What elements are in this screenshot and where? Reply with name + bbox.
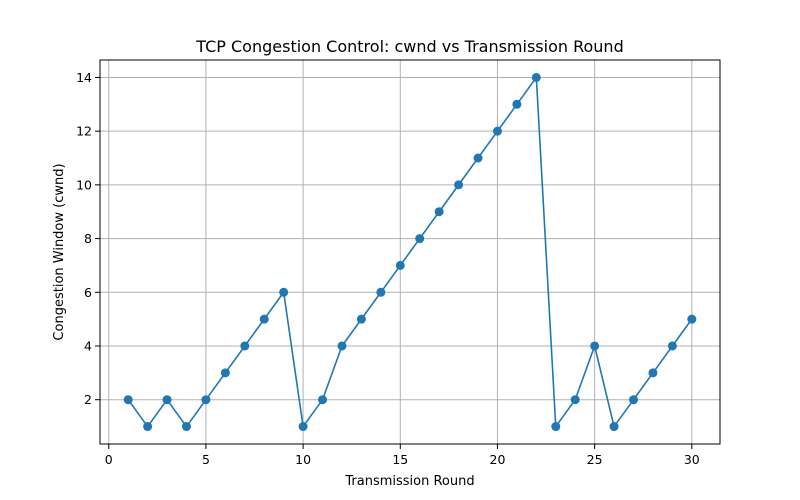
data-point [590,341,600,351]
x-tick-label: 20 [490,452,506,467]
data-point [162,395,172,405]
data-point [434,207,444,217]
y-axis-ticks: 2 4 6 8 10 12 14 [76,70,100,407]
data-point [220,368,230,378]
data-point [531,72,541,82]
x-tick-label: 30 [684,452,700,467]
series-cwnd [123,72,697,432]
data-point [570,395,580,405]
y-tick-label: 14 [76,70,92,85]
x-tick-label: 0 [105,452,113,467]
plot-frame [99,59,721,445]
chart-title: TCP Congestion Control: cwnd vs Transmis… [195,37,623,56]
data-point [629,395,639,405]
data-point [512,99,522,109]
y-tick-label: 12 [76,124,92,139]
data-point [298,422,308,432]
data-point [454,180,464,190]
x-axis-label: Transmission Round [344,474,474,489]
x-axis-ticks: 0 5 10 15 20 25 30 [105,444,700,467]
data-point [259,314,269,324]
data-point [376,287,386,297]
data-point [181,422,191,432]
y-tick-label: 8 [84,231,92,246]
data-point [415,234,425,244]
data-point [609,422,619,432]
data-point [687,314,697,324]
data-point [318,395,328,405]
data-point [667,341,677,351]
data-point [240,341,250,351]
data-point [551,422,561,432]
y-tick-label: 2 [84,392,92,407]
data-point [279,287,289,297]
y-axis-label: Congestion Window (cwnd) [52,163,67,340]
data-point [473,153,483,163]
x-tick-label: 15 [392,452,408,467]
data-point [143,422,153,432]
x-tick-label: 10 [295,452,311,467]
grid-lines [100,60,720,444]
y-tick-label: 10 [76,177,92,192]
y-tick-label: 6 [84,285,92,300]
data-point [648,368,658,378]
y-tick-label: 4 [84,338,92,353]
data-point [492,126,502,136]
x-tick-label: 5 [202,452,210,467]
data-point [201,395,211,405]
data-point [337,341,347,351]
data-point [395,260,405,270]
data-point [123,395,133,405]
data-point [356,314,366,324]
series-line [127,76,693,428]
x-tick-label: 25 [587,452,603,467]
